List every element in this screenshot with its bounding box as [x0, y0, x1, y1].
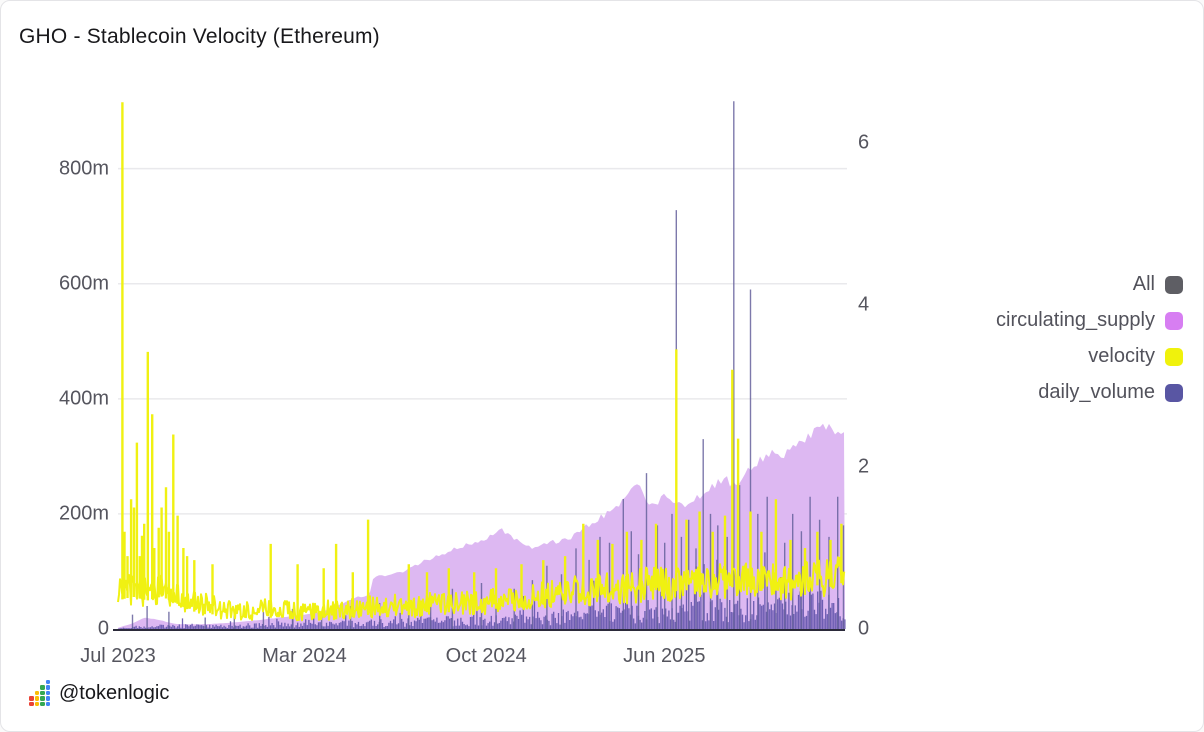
- logo-cell: [45, 696, 50, 701]
- x-axis-tick: Mar 2024: [262, 645, 347, 667]
- y-axis-tick-left: 400m: [58, 387, 109, 410]
- x-axis-tick: Jun 2025: [623, 645, 706, 667]
- legend-swatch-icon: [1165, 311, 1183, 330]
- logo-cell: [34, 701, 39, 706]
- logo-cell: [45, 685, 50, 690]
- legend-item-daily_volume[interactable]: daily_volume: [1038, 381, 1183, 404]
- y-axis-tick-right: 4: [858, 293, 870, 316]
- footer: @tokenlogic: [29, 679, 170, 706]
- legend-swatch-icon: [1165, 347, 1183, 366]
- y-axis-tick-left: 600m: [58, 272, 109, 295]
- chart-title: GHO - Stablecoin Velocity (Ethereum): [19, 25, 380, 48]
- legend-swatch-icon: [1165, 383, 1183, 402]
- tokenlogic-logo-icon: [29, 679, 50, 706]
- logo-cell: [45, 679, 50, 684]
- logo-column: [34, 690, 39, 706]
- logo-cell: [29, 696, 34, 701]
- logo-column: [29, 696, 34, 706]
- logo-cell: [29, 701, 34, 706]
- logo-cell: [45, 701, 50, 706]
- y-axis-tick-left: 0: [97, 617, 109, 640]
- y-axis-tick-left: 800m: [58, 157, 109, 180]
- legend-label: velocity: [1088, 345, 1155, 367]
- logo-cell: [40, 685, 45, 690]
- legend: All circulating_supply velocity daily_volum…: [996, 273, 1183, 404]
- series-daily-volume-bars: [117, 552, 846, 629]
- footer-handle: @tokenlogic: [59, 681, 170, 704]
- legend-swatch-icon: [1165, 275, 1183, 294]
- x-axis-tick: Jul 2023: [80, 645, 156, 667]
- logo-cell: [40, 701, 45, 706]
- legend-label: daily_volume: [1038, 381, 1155, 403]
- y-axis-tick-right: 6: [858, 131, 870, 154]
- legend-item-velocity[interactable]: velocity: [1088, 345, 1183, 368]
- legend-item-circulating_supply[interactable]: circulating_supply: [996, 309, 1183, 332]
- x-axis-tick: Oct 2024: [445, 645, 527, 667]
- logo-cell: [34, 696, 39, 701]
- y-axis-tick-right: 2: [858, 455, 870, 478]
- logo-column: [40, 685, 45, 706]
- y-axis-tick-left: 200m: [58, 502, 109, 525]
- logo-cell: [45, 690, 50, 695]
- legend-label: All: [1132, 273, 1155, 295]
- legend-label: circulating_supply: [996, 309, 1155, 331]
- logo-column: [45, 679, 50, 706]
- legend-item-all[interactable]: All: [1133, 273, 1183, 296]
- logo-cell: [40, 696, 45, 701]
- logo-cell: [40, 690, 45, 695]
- series-velocity-spikes: [121, 102, 843, 620]
- y-axis-tick-right: 0: [858, 617, 870, 640]
- logo-cell: [34, 690, 39, 695]
